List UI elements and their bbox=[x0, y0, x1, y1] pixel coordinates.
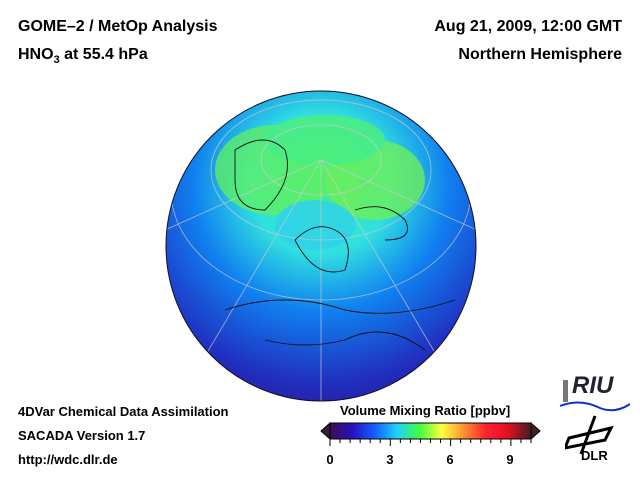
species-subscript: 3 bbox=[53, 54, 60, 67]
colorbar-tick-label: 3 bbox=[386, 452, 394, 467]
colorbar-title: Volume Mixing Ratio [ppbv] bbox=[340, 403, 511, 418]
globe-map bbox=[165, 90, 477, 402]
colorbar-over-arrow bbox=[530, 421, 541, 441]
footer-line-2: SACADA Version 1.7 bbox=[18, 428, 146, 443]
colorbar-tick-label: 9 bbox=[506, 452, 514, 467]
datetime: Aug 21, 2009, 12:00 GMT bbox=[434, 18, 622, 35]
species: HNO bbox=[18, 46, 54, 63]
colorbar-gradient bbox=[329, 422, 532, 440]
region: Northern Hemisphere bbox=[458, 46, 622, 63]
level: at 55.4 hPa bbox=[59, 46, 148, 63]
riu-logo: RIU bbox=[560, 372, 630, 412]
colorbar-under-arrow bbox=[320, 421, 331, 441]
species-level: HNO3 at 55.4 hPa bbox=[18, 46, 148, 66]
colorbar-tick-label: 0 bbox=[326, 452, 334, 467]
colorbar-tick-label: 6 bbox=[446, 452, 454, 467]
dlr-logo: DLR bbox=[562, 414, 615, 467]
dlr-text: DLR bbox=[581, 448, 608, 462]
footer-line-1: 4DVar Chemical Data Assimilation bbox=[18, 404, 229, 419]
colorbar bbox=[320, 421, 541, 446]
footer-link[interactable]: http://wdc.dlr.de bbox=[18, 452, 118, 467]
title: GOME–2 / MetOp Analysis bbox=[18, 18, 218, 35]
